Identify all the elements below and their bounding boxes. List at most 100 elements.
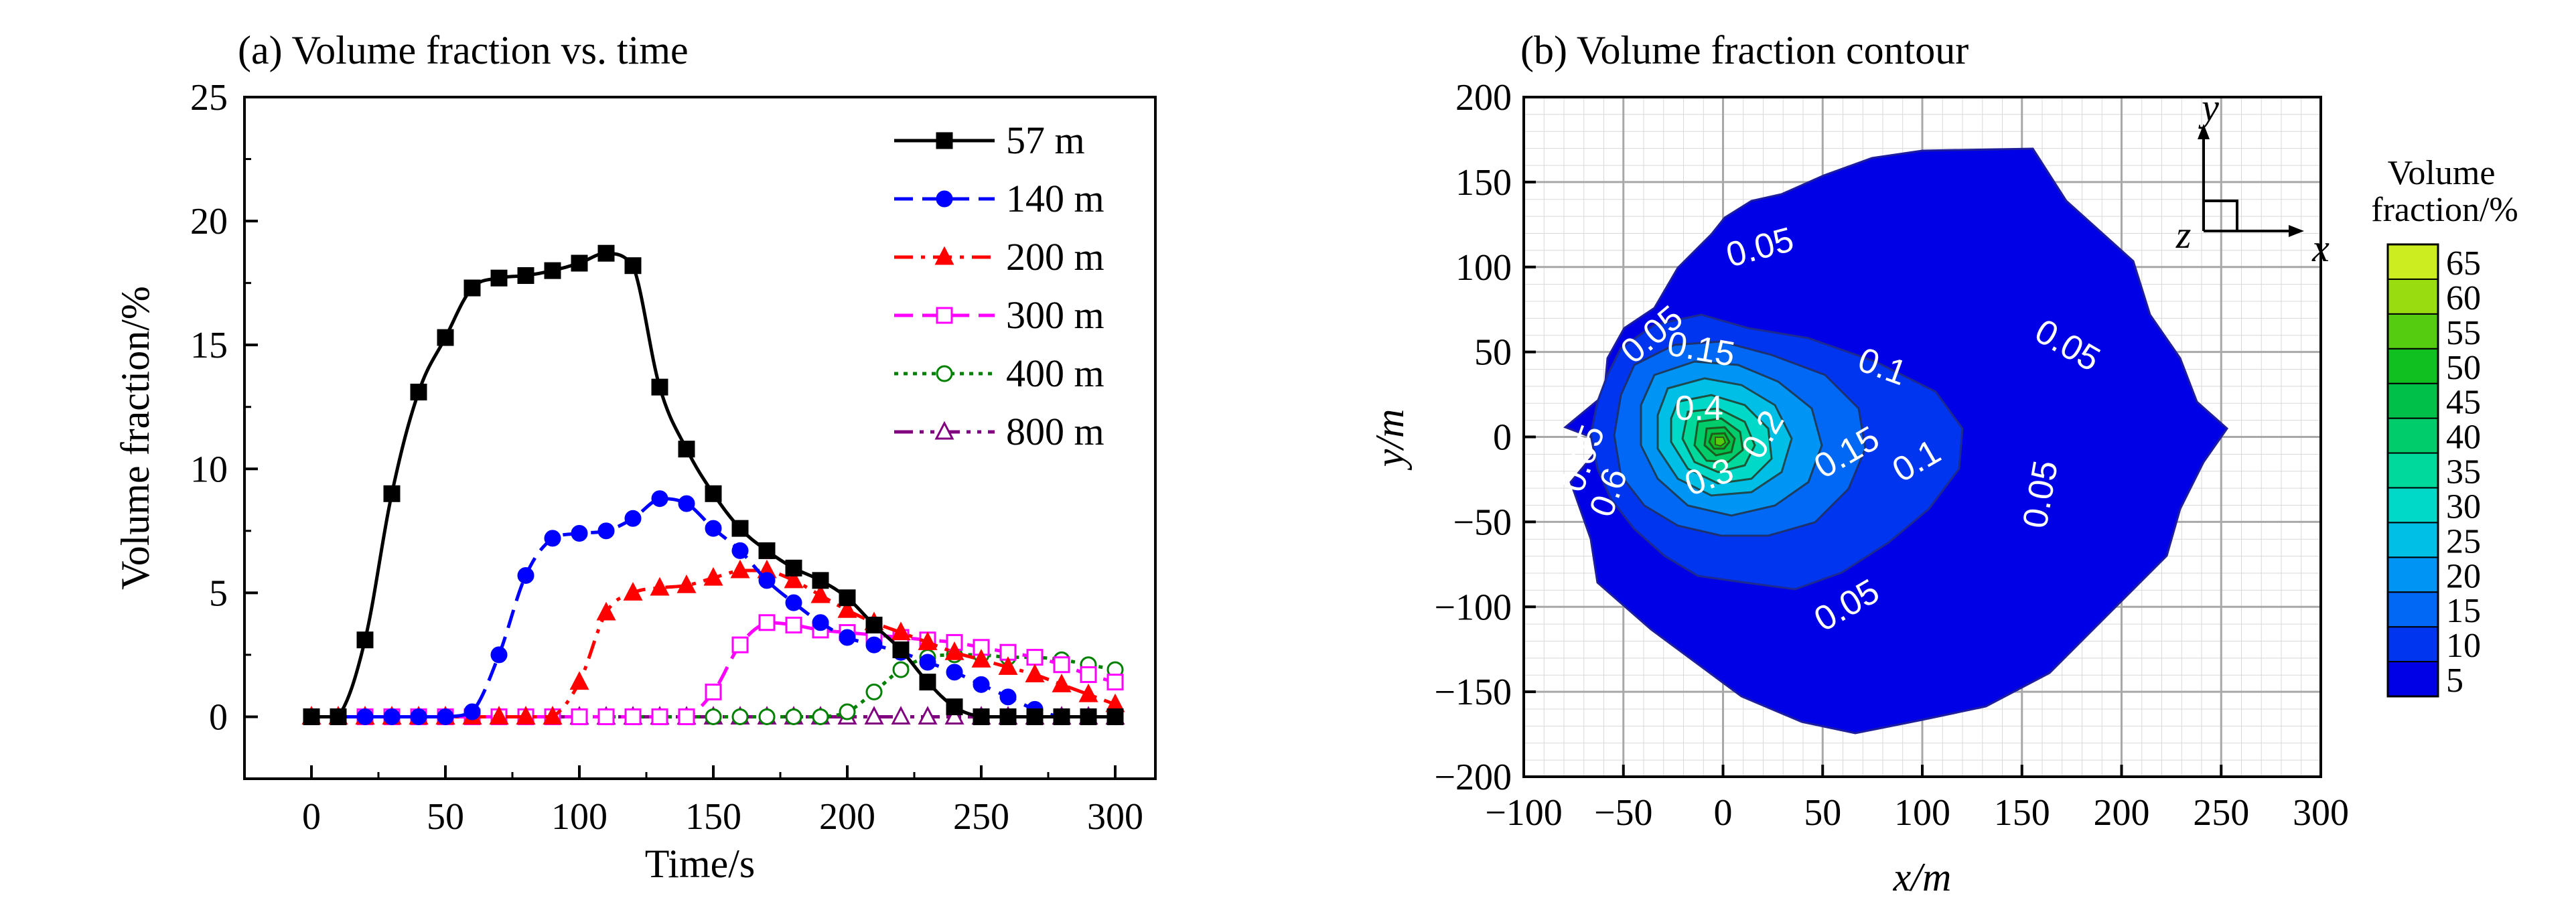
colorbar-level-label: 20	[2446, 557, 2481, 595]
data-point	[544, 262, 561, 279]
triad-x-arrow	[2289, 225, 2304, 237]
data-point	[785, 616, 802, 633]
chart-a-x-axis-title: Time/s	[645, 842, 756, 886]
data-point	[651, 490, 668, 508]
data-point	[1080, 666, 1097, 684]
chart-b-y-tick-label: 200	[1455, 77, 1512, 119]
series-line	[311, 621, 1116, 718]
legend-marker	[936, 307, 953, 324]
legend-label: 57 m	[1006, 119, 1085, 162]
data-point	[1053, 656, 1070, 674]
chart-a-x-tick-label: 150	[685, 796, 741, 838]
chart-b-x-tick-label: −100	[1485, 792, 1563, 834]
data-point	[944, 706, 964, 725]
data-point	[650, 577, 670, 596]
data-point	[571, 708, 588, 725]
colorbar-level-label: 30	[2446, 487, 2481, 526]
chart-a-series	[301, 244, 1125, 725]
data-point	[919, 674, 936, 691]
data-point	[839, 629, 856, 646]
data-point	[1078, 683, 1098, 702]
data-point	[651, 378, 668, 396]
data-point	[705, 683, 722, 700]
data-point	[865, 636, 883, 654]
data-point	[624, 257, 642, 275]
data-point	[864, 706, 884, 725]
data-point	[758, 572, 776, 589]
data-point	[758, 542, 776, 559]
data-point	[705, 485, 722, 502]
chart-a-title: (a) Volume fraction vs. time	[238, 28, 689, 72]
colorbar-title-line2: fraction/%	[2371, 191, 2518, 229]
data-point	[437, 708, 454, 725]
chart-a-y-tick-label: 15	[190, 325, 228, 366]
data-point	[383, 708, 401, 725]
data-point	[731, 708, 749, 725]
data-point	[705, 708, 722, 725]
chart-a-y-tick-label: 20	[190, 201, 228, 242]
contour-fill	[1563, 147, 2228, 735]
series-line	[311, 251, 1115, 718]
colorbar-level-label: 65	[2446, 244, 2481, 283]
series-57-m	[303, 244, 1124, 725]
legend-label: 800 m	[1006, 410, 1104, 453]
legend-entry: 57 m	[894, 119, 1085, 162]
data-point	[918, 706, 938, 725]
chart-a-plot-frame	[243, 96, 1157, 780]
data-point	[303, 708, 320, 725]
data-point	[946, 698, 963, 716]
chart-b-ticks: −100 −50 0 50 100 150 200 250 300 −200 −150 −100 −50…	[1434, 77, 2349, 834]
chart-b-y-tick-label: 50	[1474, 332, 1512, 374]
data-point	[676, 575, 697, 593]
data-point	[330, 708, 347, 725]
chart-b-x-tick-label: 0	[1714, 792, 1733, 834]
colorbar-level-label: 50	[2446, 349, 2481, 387]
data-point	[731, 520, 749, 537]
data-point	[516, 706, 536, 725]
chart-b-x-axis-title: x/m	[1893, 855, 1952, 899]
data-point	[624, 510, 642, 527]
colorbar-swatch	[2387, 522, 2439, 558]
data-point	[812, 614, 829, 631]
chart-a-y-tick-label: 10	[190, 449, 228, 490]
data-point	[839, 703, 856, 720]
colorbar-level-label: 55	[2446, 314, 2481, 352]
chart-a-y-axis-title: Volume fraction/%	[113, 286, 157, 590]
data-point	[785, 559, 802, 577]
data-point	[517, 267, 534, 285]
data-point	[410, 708, 427, 725]
legend-entry: 140 m	[894, 177, 1104, 220]
legend-marker	[934, 421, 954, 440]
colorbar-level-label: 40	[2446, 418, 2481, 457]
chart-b-y-tick-label: −150	[1434, 672, 1512, 713]
colorbar-level-label: 60	[2446, 279, 2481, 317]
colorbar-level-label: 15	[2446, 592, 2481, 630]
chart-b-y-axis-title-text: y/m	[1368, 409, 1412, 471]
triad-corner	[2204, 200, 2238, 231]
triad-x-label: x	[2311, 226, 2330, 270]
colorbar-level-label: 10	[2446, 627, 2481, 665]
data-point	[463, 703, 481, 720]
legend-label: 140 m	[1006, 177, 1104, 220]
legend-marker	[936, 132, 953, 149]
chart-b-x-axis-title-text: x/m	[1893, 855, 1952, 899]
legend-marker	[936, 190, 953, 208]
chart-b-title: (b) Volume fraction contour	[1520, 28, 1969, 72]
chart-a-x-tick-label: 50	[427, 796, 464, 838]
data-point	[383, 485, 401, 502]
triad-z-label: z	[2175, 213, 2192, 256]
chart-b-x-tick-label: 200	[2094, 792, 2150, 834]
chart-a-x-tick-label: 0	[302, 796, 321, 838]
data-point	[1053, 708, 1070, 725]
colorbar-frame	[2386, 243, 2439, 698]
chart-b-x-tick-label: 100	[1894, 792, 1950, 834]
chart-a-x-tick-label: 200	[819, 796, 875, 838]
contour-band-55	[1715, 437, 1727, 447]
chart-b-x-tick-label: 50	[1804, 792, 1841, 834]
data-point	[973, 708, 990, 725]
legend-label: 400 m	[1006, 352, 1104, 395]
data-point	[999, 708, 1017, 725]
chart-b-y-tick-label: 150	[1455, 162, 1512, 204]
chart-b-x-tick-label: 300	[2293, 792, 2349, 834]
